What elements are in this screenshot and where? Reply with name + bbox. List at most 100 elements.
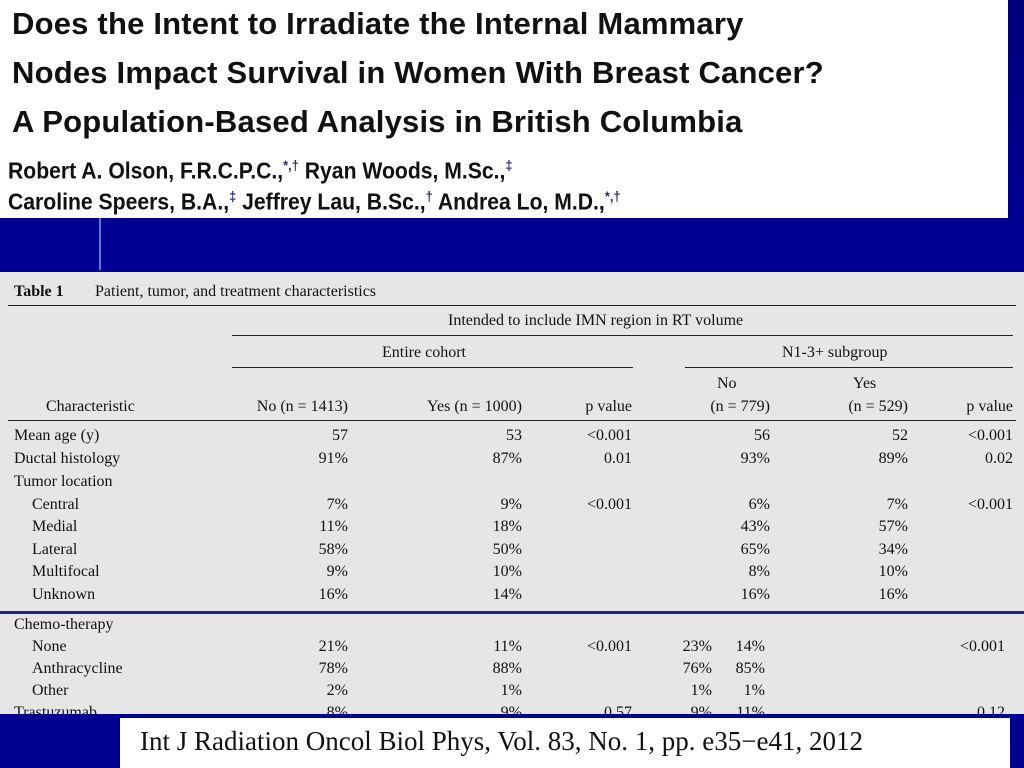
cell-value: 1%	[743, 682, 765, 699]
group-header-n13: N1-3+ subgroup	[782, 344, 888, 361]
cell-value: 76%	[682, 660, 712, 677]
author-name: Ryan Woods, M.Sc.,	[298, 157, 506, 184]
cell-value: 14%	[492, 586, 522, 603]
cell-value: 8%	[748, 563, 770, 580]
group-header-entire: Entire cohort	[382, 344, 466, 361]
col-header: p value	[585, 398, 632, 415]
cell-value: 23%	[682, 638, 712, 655]
table-row: Central 7% 9% <0.001 6% 7% <0.001	[0, 496, 1024, 518]
cell-value: 11%	[736, 704, 765, 714]
affiliation-mark: *,†	[604, 188, 621, 204]
cell-value: 43%	[740, 518, 770, 535]
authors-line-1: Robert A. Olson, F.R.C.P.C.,*,† Ryan Woo…	[8, 157, 513, 185]
cell-value: <0.001	[967, 427, 1013, 444]
cell-value: <0.001	[586, 638, 632, 655]
col-header: p value	[966, 398, 1013, 415]
row-label: Unknown	[32, 586, 96, 603]
cell-value: 14%	[735, 638, 765, 655]
decorative-divider	[99, 218, 101, 270]
cell-value: 52	[892, 427, 908, 444]
col-header: (n = 779)	[710, 398, 770, 415]
row-label: Tumor location	[14, 473, 113, 490]
row-label: None	[32, 638, 67, 655]
cell-value: 78%	[318, 660, 348, 677]
cell-value: 57	[332, 427, 348, 444]
row-label: Ductal histology	[14, 450, 121, 467]
row-label: Mean age (y)	[14, 427, 100, 444]
cell-value: 21%	[318, 638, 348, 655]
cell-value: 88%	[492, 660, 522, 677]
table-row: Other 2% 1% 1% 1%	[0, 682, 1024, 704]
cell-value: <0.001	[586, 427, 632, 444]
table-row: Anthracycline 78% 88% 76% 85%	[0, 660, 1024, 682]
cell-value: 6%	[748, 496, 770, 513]
cell-value: 65%	[740, 541, 770, 558]
table-row: Trastuzumab 8% 9% 0.57 9% 11% 0.12	[0, 704, 1024, 714]
cell-value: 0.01	[604, 450, 632, 467]
row-label: Central	[32, 496, 80, 513]
cell-value: 11%	[493, 638, 522, 655]
affiliation-mark: *,†	[283, 157, 299, 173]
cell-value: 9%	[500, 704, 522, 714]
row-label: Chemo-therapy	[14, 616, 114, 633]
rule	[685, 367, 1013, 368]
cell-value: 9%	[500, 496, 522, 513]
cell-value: 7%	[326, 496, 348, 513]
table-panel: Table 1 Patient, tumor, and treatment ch…	[0, 272, 1024, 714]
cell-value: 91%	[318, 450, 348, 467]
cell-value: 2%	[326, 682, 348, 699]
cell-value: 1%	[690, 682, 712, 699]
author-name: Andrea Lo, M.D.,	[432, 188, 605, 215]
table-row: Tumor location	[0, 473, 1024, 495]
cell-value: 85%	[735, 660, 765, 677]
rule	[8, 305, 1016, 306]
affiliation-mark: ‡	[505, 157, 513, 173]
row-label: Trastuzumab	[14, 704, 97, 714]
cell-value: 0.57	[604, 704, 632, 714]
row-label: Medial	[32, 518, 78, 535]
col-header: No (n = 1413)	[256, 398, 348, 415]
cell-value: 11%	[319, 518, 348, 535]
cell-value: 56	[754, 427, 770, 444]
cell-value: 0.12	[977, 704, 1005, 714]
cell-value: 93%	[740, 450, 770, 467]
cell-value: 9%	[690, 704, 712, 714]
cell-value: 34%	[878, 541, 908, 558]
cell-value: 50%	[492, 541, 522, 558]
affiliation-mark: †	[425, 188, 433, 204]
cell-value: <0.001	[586, 496, 632, 513]
row-label: Anthracycline	[32, 660, 123, 677]
title-line-3: A Population-Based Analysis in British C…	[12, 104, 743, 139]
cell-value: 10%	[492, 563, 522, 580]
affiliation-mark: ‡	[229, 188, 237, 204]
authors-box: Robert A. Olson, F.R.C.P.C.,*,† Ryan Woo…	[0, 155, 1008, 218]
table-row: Medial 11% 18% 43% 57%	[0, 518, 1024, 540]
row-label: Multifocal	[32, 563, 100, 580]
col-header: Yes (n = 1000)	[427, 398, 522, 415]
table-row: Lateral 58% 50% 65% 34%	[0, 541, 1024, 563]
cell-value: 87%	[492, 450, 522, 467]
cell-value: <0.001	[967, 496, 1013, 513]
title-line-2: Nodes Impact Survival in Women With Brea…	[12, 55, 824, 90]
cell-value: 53	[506, 427, 522, 444]
title-box: Does the Intent to Irradiate the Interna…	[0, 0, 1008, 160]
author-name: Jeffrey Lau, B.Sc.,	[236, 188, 426, 215]
col-header: Characteristic	[46, 398, 135, 415]
cell-value: 10%	[878, 563, 908, 580]
table-label: Table 1	[14, 283, 64, 300]
table-row: Mean age (y) 57 53 <0.001 56 52 <0.001	[0, 427, 1024, 449]
spanner-header: Intended to include IMN region in RT vol…	[448, 312, 744, 329]
cell-value: 9%	[326, 563, 348, 580]
table-row: Unknown 16% 14% 16% 16%	[0, 586, 1024, 608]
cell-value: 1%	[500, 682, 522, 699]
cell-value: 0.02	[985, 450, 1013, 467]
table-row: None 21% 11% <0.001 23% 14% <0.001	[0, 638, 1024, 660]
row-label: Lateral	[32, 541, 78, 558]
title-line-1: Does the Intent to Irradiate the Interna…	[12, 6, 744, 41]
cell-value: 89%	[878, 450, 908, 467]
cell-value: 8%	[326, 704, 348, 714]
authors-line-2: Caroline Speers, B.A.,‡ Jeffrey Lau, B.S…	[8, 188, 621, 216]
column-headers: Characteristic No (n = 1413) Yes (n = 10…	[0, 398, 1024, 420]
rule	[8, 420, 1016, 421]
cell-value: 7%	[886, 496, 908, 513]
